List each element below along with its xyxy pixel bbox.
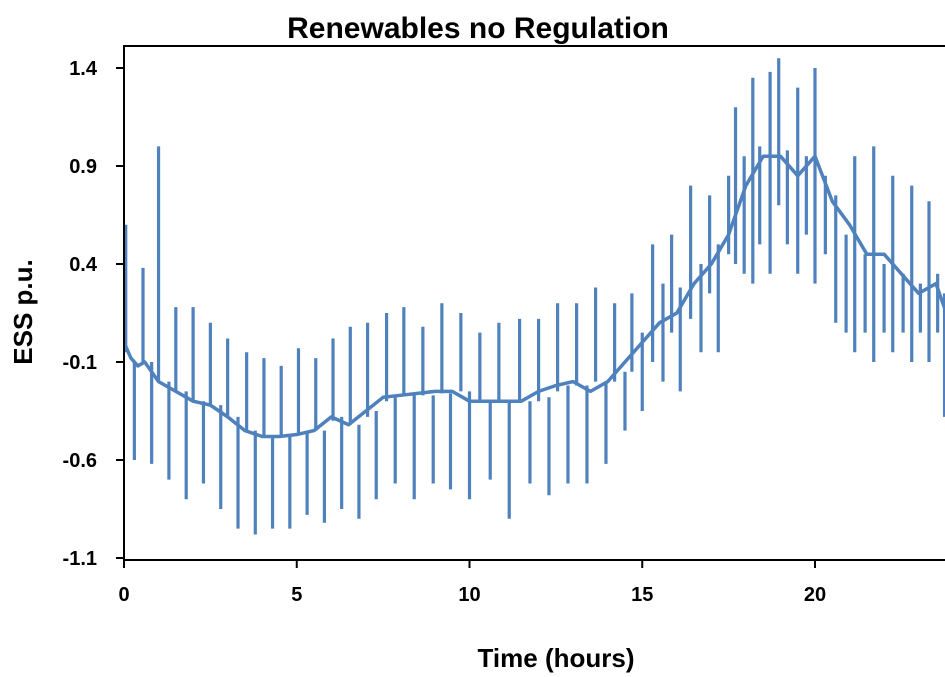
chart-title: Renewables no Regulation	[287, 12, 669, 45]
x-axis: 0 5 10 15 20	[118, 560, 826, 606]
y-tick-label: -1.1	[63, 548, 97, 570]
x-tick-label: 0	[118, 584, 129, 606]
x-tick-label: 20	[804, 584, 826, 606]
series-line	[124, 154, 945, 439]
x-tick-label: 5	[291, 584, 302, 606]
x-tick-label: 15	[631, 584, 653, 606]
y-tick-label: 0.4	[69, 254, 98, 276]
y-tick-label: 1.4	[69, 58, 98, 80]
y-tick-label: -0.1	[63, 352, 97, 374]
y-tick-label: -0.6	[63, 450, 97, 472]
y-axis: 1.4 0.9 0.4 -0.1 -0.6 -1.1	[63, 58, 124, 570]
plot-frame	[123, 45, 945, 561]
y-axis-label: ESS p.u.	[8, 259, 38, 364]
x-tick-label: 10	[458, 584, 480, 606]
x-axis-label: Time (hours)	[478, 643, 635, 673]
y-tick-label: 0.9	[69, 156, 97, 178]
series-ess	[124, 58, 945, 535]
